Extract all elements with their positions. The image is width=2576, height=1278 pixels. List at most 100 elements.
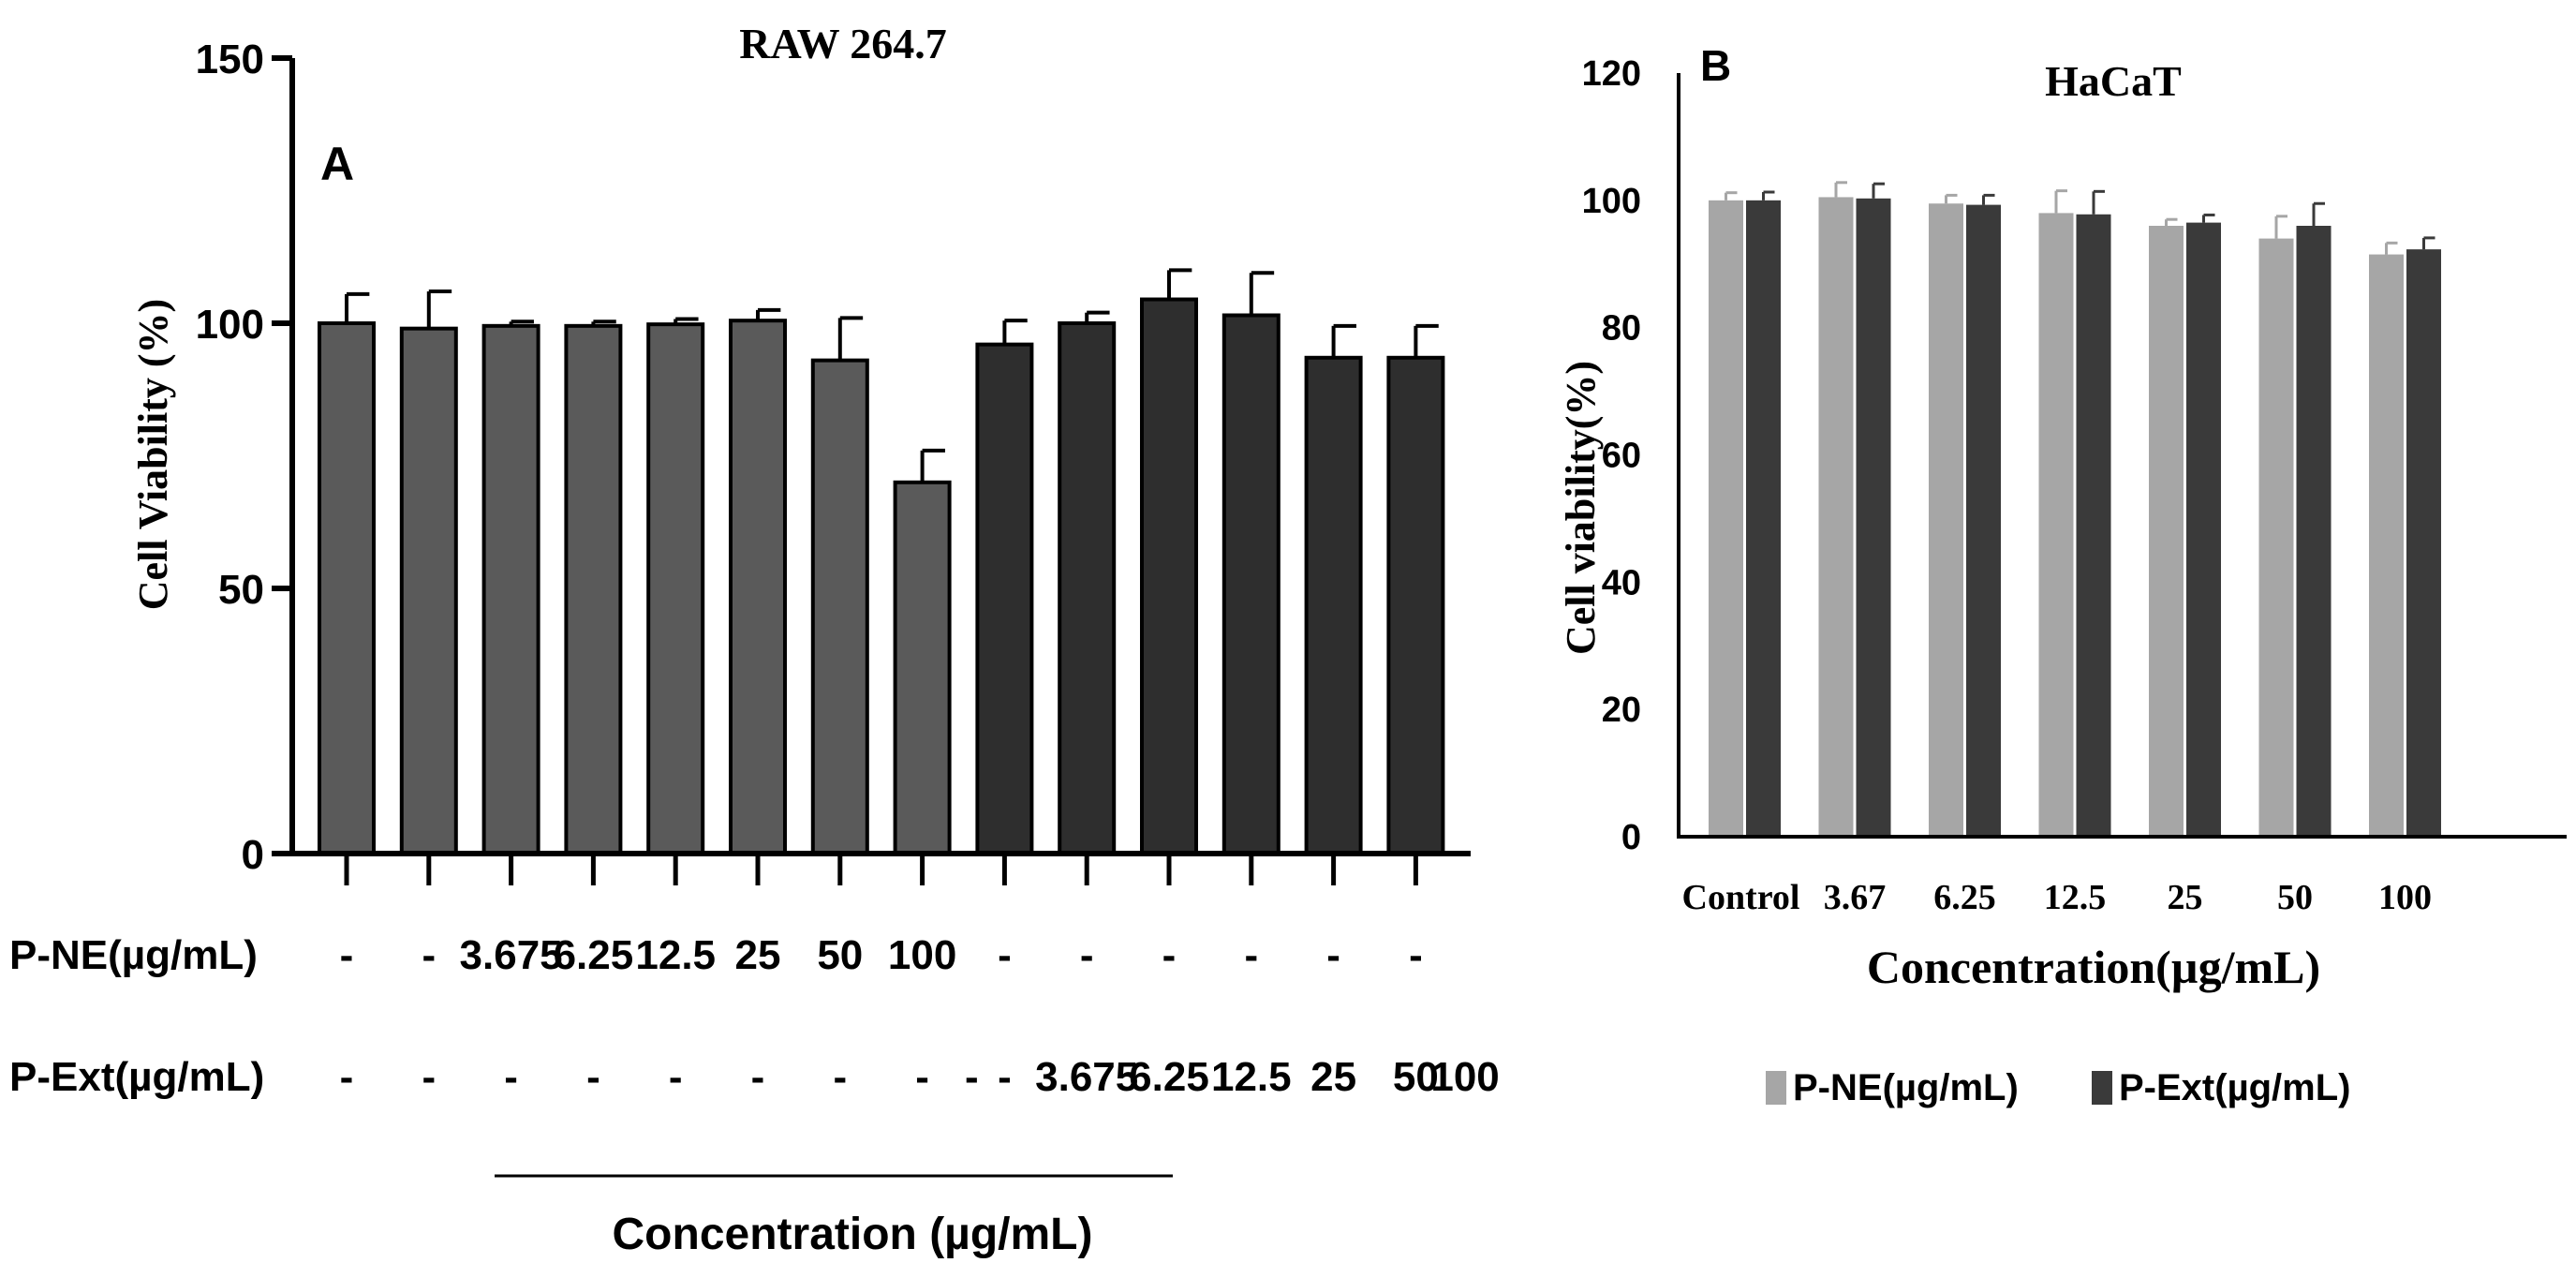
- bar: [1304, 355, 1363, 856]
- x-tick-label: 12.5: [2044, 878, 2107, 917]
- bar: [1966, 204, 2001, 837]
- bar: [2038, 213, 2074, 837]
- pne-value: 6.25: [554, 932, 634, 978]
- bar: [729, 319, 787, 856]
- y-tick-label: 0: [1621, 818, 1641, 857]
- y-tick-label: 150: [196, 37, 264, 82]
- legend-swatch-pext: [2092, 1071, 2112, 1105]
- pext-value: -: [998, 1054, 1012, 1100]
- pne-value: 25: [735, 932, 781, 978]
- legend-swatch-pne: [1766, 1071, 1786, 1105]
- y-tick-label: 0: [242, 832, 264, 878]
- chart-a-title: RAW 264.7: [739, 20, 947, 67]
- y-tick-label: 120: [1582, 54, 1641, 94]
- pext-value: -: [915, 1054, 929, 1100]
- chart-a-y-axis-title: Cell Viability (%): [130, 299, 176, 610]
- pne-value: 12.5: [635, 932, 716, 978]
- pne-value: -: [340, 932, 354, 978]
- pne-value: -: [1409, 932, 1423, 978]
- chart-a-bars: [318, 297, 1445, 856]
- pne-value: -: [422, 932, 436, 978]
- bar: [1386, 355, 1445, 856]
- bar: [2076, 214, 2111, 837]
- pext-value: -: [833, 1054, 847, 1100]
- chart-b-y-axis-title: Cell viability(%): [1558, 361, 1604, 655]
- bar: [2186, 222, 2221, 837]
- y-tick-label: 50: [218, 567, 264, 613]
- bar: [1746, 200, 1781, 838]
- bar: [2369, 254, 2404, 837]
- y-tick-label: 100: [1582, 182, 1641, 221]
- pext-value: 3.675: [1035, 1054, 1138, 1100]
- bar: [1856, 198, 1891, 837]
- pne-value: -: [1080, 932, 1094, 978]
- y-tick-label: 20: [1602, 691, 1641, 730]
- pext-value: -: [504, 1054, 518, 1100]
- chart-a-error-bars: [345, 268, 1439, 483]
- chart-b-x-axis-title: Concentration(µg/mL): [1867, 941, 2320, 993]
- chart-b-error-bars: [1725, 181, 2435, 255]
- legend-label-pne: P-NE(µg/mL): [1793, 1067, 2019, 1108]
- bar: [1818, 197, 1854, 837]
- pext-value: -: [669, 1054, 683, 1100]
- chart-b-x-tick-labels: Control 3.67 6.25 12.5 25 50 100: [1682, 878, 2432, 917]
- bar: [975, 342, 1034, 855]
- pne-value: 3.675: [460, 932, 563, 978]
- chart-b-panel-label: B: [1700, 41, 1731, 90]
- pext-value: 6.25: [1129, 1054, 1209, 1100]
- chart-a-panel-label: A: [320, 138, 354, 190]
- pne-value: -: [1326, 932, 1340, 978]
- pext-value: -: [751, 1054, 765, 1100]
- bar: [1058, 321, 1117, 855]
- chart-a-y-ticks: 0 50 100 150: [196, 37, 292, 878]
- y-tick-label: 100: [196, 302, 264, 348]
- pext-value: 25: [1310, 1054, 1356, 1100]
- pne-value: -: [1244, 932, 1258, 978]
- pext-value: 50: [1393, 1054, 1439, 1100]
- pext-value: -: [586, 1054, 600, 1100]
- chart-b-title: HaCaT: [2045, 57, 2182, 105]
- pne-value: 100: [888, 932, 956, 978]
- chart-a-row-label-pne: P-NE(µg/mL): [9, 932, 258, 978]
- chart-b-bars: [1709, 197, 2441, 838]
- chart-a-x-axis-title: Concentration (µg/mL): [613, 1210, 1093, 1259]
- pne-value: -: [1162, 932, 1177, 978]
- bar: [2149, 226, 2184, 837]
- bar: [1709, 200, 1743, 838]
- x-tick-label: 50: [2277, 878, 2313, 917]
- x-tick-label: 25: [2168, 878, 2203, 917]
- bar: [1140, 297, 1198, 855]
- bar: [318, 321, 376, 855]
- bar: [810, 358, 869, 855]
- chart-raw264: RAW 264.7 A Cell Viability (%) 0 50 100 150…: [9, 20, 1500, 1259]
- bar: [893, 480, 952, 855]
- y-tick-label: 60: [1602, 437, 1641, 476]
- bar: [646, 322, 705, 855]
- bar: [399, 326, 458, 856]
- y-tick-label: 80: [1602, 309, 1641, 349]
- chart-a-x-ticks: [344, 855, 1418, 885]
- bar: [481, 323, 540, 855]
- chart-b-legend: P-NE(µg/mL) P-Ext(µg/mL): [1766, 1067, 2350, 1108]
- bar: [564, 323, 623, 855]
- pext-value: 12.5: [1211, 1054, 1292, 1100]
- x-tick-label: Control: [1682, 878, 1800, 917]
- bar: [2296, 226, 2332, 837]
- chart-hacat: B HaCaT Cell viability(%) 0 20 40 60 80 100 12…: [1558, 41, 2567, 1108]
- pext-value: -: [340, 1054, 354, 1100]
- x-tick-label: 100: [2378, 878, 2432, 917]
- x-tick-label: 6.25: [1933, 878, 1996, 917]
- pext-value: -: [422, 1054, 436, 1100]
- pext-value: -: [965, 1054, 979, 1100]
- bar: [2406, 249, 2441, 838]
- pne-value: -: [998, 932, 1012, 978]
- chart-b-y-ticks: 0 20 40 60 80 100 120: [1582, 54, 1641, 857]
- x-tick-label: 3.67: [1824, 878, 1887, 917]
- chart-a-row-label-pext: P-Ext(µg/mL): [9, 1054, 264, 1100]
- pne-value: 50: [817, 932, 863, 978]
- bar: [1221, 313, 1281, 855]
- legend-label-pext: P-Ext(µg/mL): [2119, 1067, 2350, 1108]
